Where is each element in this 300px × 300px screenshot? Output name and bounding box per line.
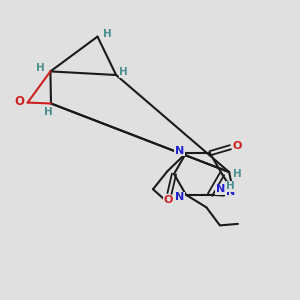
Text: O: O bbox=[164, 195, 173, 205]
Text: H: H bbox=[119, 67, 128, 77]
Text: O: O bbox=[232, 141, 242, 151]
Text: H: H bbox=[35, 63, 44, 74]
Text: H: H bbox=[233, 169, 242, 178]
Text: H: H bbox=[44, 107, 53, 117]
Text: N: N bbox=[215, 184, 225, 194]
Text: H: H bbox=[226, 182, 235, 191]
Text: O: O bbox=[14, 95, 24, 108]
Text: N: N bbox=[175, 146, 184, 156]
Text: H: H bbox=[103, 28, 112, 39]
Text: N: N bbox=[226, 187, 235, 196]
Text: N: N bbox=[175, 192, 184, 202]
